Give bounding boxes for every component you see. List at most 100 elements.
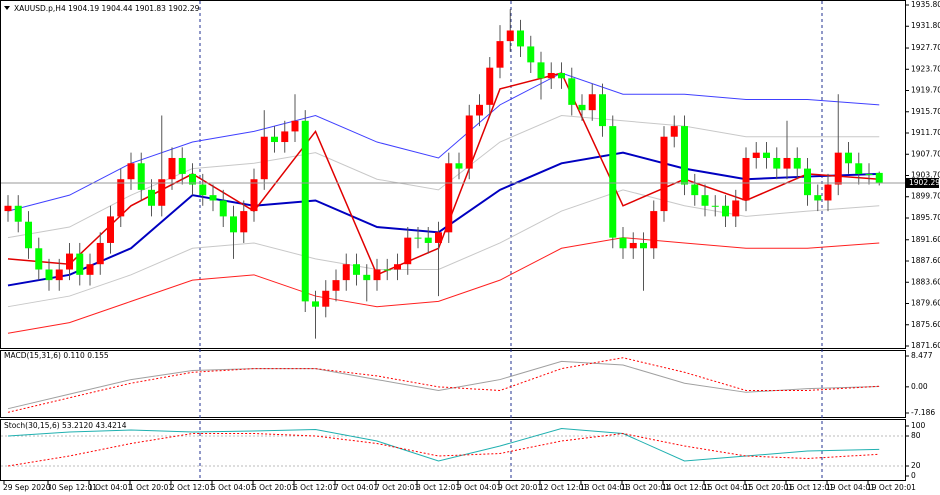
- indicator-line: [7, 427, 880, 462]
- candle-body: [312, 301, 319, 307]
- candle-body: [240, 211, 248, 233]
- candle-body: [414, 237, 422, 239]
- candle-body: [66, 253, 73, 270]
- indicator-name: MACD(15,31,6): [4, 351, 61, 360]
- x-tick-label: 5 Oct 04:01: [211, 483, 255, 492]
- candle-body: [722, 205, 729, 217]
- candle-body: [189, 173, 196, 185]
- y-tick-label: 20: [911, 461, 921, 470]
- candle-body: [148, 189, 155, 206]
- candle-body: [619, 237, 627, 249]
- indicator-header: MACD(15,31,6) 0.110 0.155: [4, 351, 109, 360]
- candle-body: [394, 264, 401, 270]
- candle-body: [363, 274, 371, 281]
- y-tick-label: 1931.80: [911, 21, 940, 30]
- candle-body: [640, 242, 647, 249]
- y-tick-label: 80: [911, 431, 921, 440]
- candle-body: [219, 200, 227, 217]
- candle-body: [855, 163, 863, 174]
- x-tick-label: 9 Oct 04:01: [457, 483, 501, 492]
- candle-body: [691, 184, 699, 196]
- candle-body: [455, 163, 463, 169]
- candle-body: [496, 41, 504, 68]
- candle-body: [650, 211, 658, 249]
- x-tick-label: 15 Oct 04:01: [703, 483, 752, 492]
- x-tick-label: 19 Oct 20:01: [867, 483, 916, 492]
- y-tick-label: 1903.70: [911, 171, 940, 180]
- candle-body: [250, 179, 258, 212]
- ohlc-high: 1904.44: [102, 4, 133, 13]
- y-tick-label: 1879.60: [911, 299, 940, 308]
- candle-body: [353, 264, 360, 275]
- candle-body: [14, 205, 22, 222]
- candle-body: [599, 94, 606, 127]
- indicator-line: [7, 72, 880, 212]
- candle-body: [322, 290, 330, 307]
- candle-body: [260, 136, 268, 180]
- indicator-readout: 0.155: [87, 351, 109, 360]
- candle-body: [96, 242, 104, 265]
- candle-body: [373, 269, 381, 281]
- y-tick-label: 8.477: [911, 351, 933, 360]
- candle-body: [404, 237, 412, 265]
- candle-body: [383, 269, 391, 271]
- candle-body: [25, 221, 32, 249]
- candle-body: [793, 157, 801, 169]
- candle-body: [547, 72, 555, 79]
- candle-body: [342, 264, 350, 281]
- candle-body: [701, 195, 709, 206]
- y-tick-label: 1911.70: [911, 128, 940, 137]
- indicator-name: Stoch(30,15,6): [4, 421, 60, 430]
- candle-body: [199, 184, 207, 196]
- candle-body: [301, 120, 309, 302]
- indicator-readout: 43.4214: [95, 421, 126, 430]
- y-tick-label: 1887.60: [911, 256, 940, 265]
- x-tick-label: 14 Oct 12:01: [662, 483, 711, 492]
- candle-body: [732, 200, 740, 217]
- candle-body: [875, 172, 883, 183]
- price-tag-label: 1902.29: [909, 178, 940, 187]
- ohlc-open: 1904.19: [68, 4, 99, 13]
- candle-body: [158, 179, 166, 206]
- y-tick-label: -7.186: [911, 408, 935, 417]
- candle-body: [537, 62, 545, 79]
- candle-body: [230, 216, 237, 233]
- candle-body: [763, 152, 770, 158]
- x-tick-label: 2 Oct 12:01: [170, 483, 214, 492]
- y-tick-label: 1891.60: [911, 235, 940, 244]
- x-tick-label: 1 Oct 20:01: [129, 483, 173, 492]
- candle-body: [609, 126, 617, 238]
- x-tick-label: 5 Oct 20:01: [252, 483, 296, 492]
- candle-body: [588, 94, 596, 111]
- indicator-line: [7, 357, 880, 413]
- indicator-readout: 0.110: [63, 351, 85, 360]
- candle-body: [527, 46, 535, 63]
- candle-body: [107, 216, 114, 243]
- candle-body: [558, 72, 565, 79]
- indicator-header: Stoch(30,15,6) 53.2120 43.4214: [4, 421, 127, 430]
- candle-body: [681, 126, 688, 185]
- candle-body: [281, 131, 289, 143]
- candle-body: [332, 280, 340, 291]
- x-tick-label: 8 Oct 12:01: [416, 483, 460, 492]
- indicator-line: [7, 237, 880, 334]
- candle-body: [86, 264, 94, 275]
- candle-body: [424, 237, 432, 243]
- y-tick-label: 1927.70: [911, 43, 940, 52]
- candle-body: [209, 195, 217, 201]
- price-tag: [906, 177, 939, 188]
- x-tick-label: 9 Oct 20:01: [498, 483, 542, 492]
- y-tick-label: 1875.60: [911, 320, 940, 329]
- candle-body: [752, 152, 760, 158]
- candle-body: [291, 120, 299, 132]
- indicator-line: [7, 360, 880, 410]
- candle-body: [711, 205, 719, 207]
- candle-body: [117, 179, 125, 217]
- y-tick-label: 1899.70: [911, 192, 940, 201]
- y-tick-label: 1883.60: [911, 277, 940, 286]
- candle-body: [4, 205, 12, 212]
- y-tick-label: 1919.70: [911, 86, 940, 95]
- x-tick-label: 6 Oct 12:01: [293, 483, 337, 492]
